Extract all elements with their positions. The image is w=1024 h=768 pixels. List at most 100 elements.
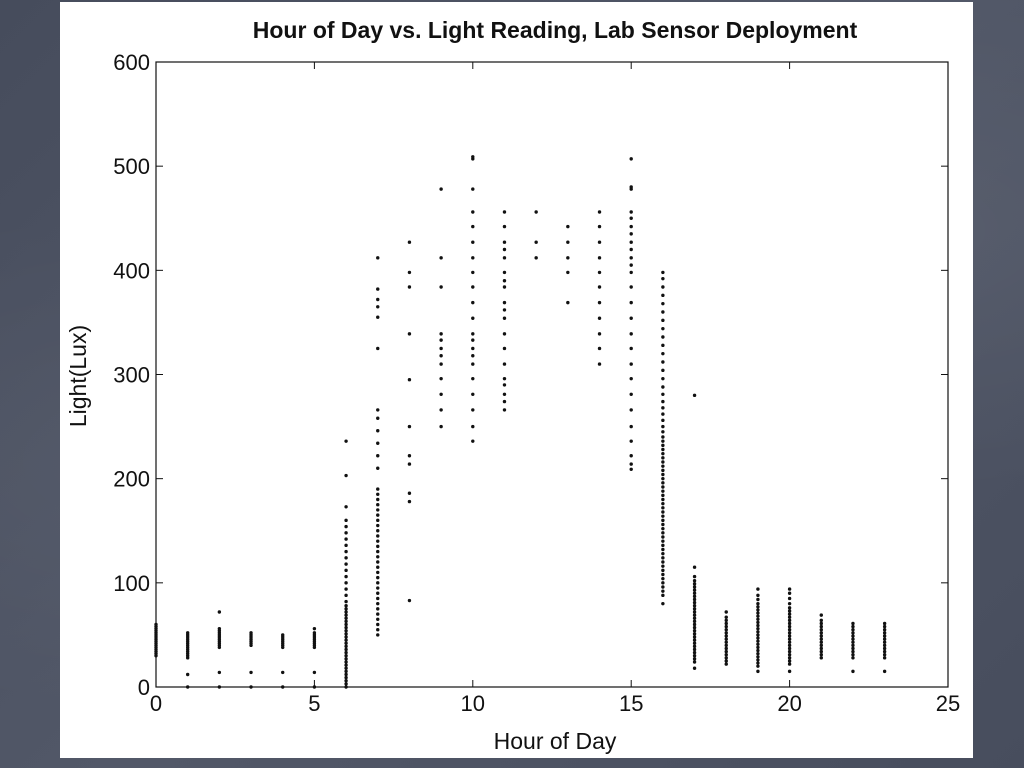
scatter-point [692, 657, 697, 661]
scatter-point [629, 346, 633, 351]
scatter-point [629, 270, 633, 275]
scatter-point [439, 392, 443, 396]
scatter-point [756, 601, 760, 606]
scatter-point [851, 628, 855, 632]
scatter-point [787, 618, 792, 623]
scatter-point [344, 672, 348, 677]
data-points [154, 155, 887, 689]
y-tick-label: 300 [113, 363, 150, 388]
scatter-point [661, 510, 665, 514]
scatter-point [661, 318, 665, 323]
scatter-point [344, 610, 348, 614]
scatter-point [661, 585, 665, 589]
scatter-point [376, 518, 380, 523]
scatter-point [534, 256, 538, 260]
scatter-point [661, 285, 665, 289]
scatter-point [502, 300, 507, 305]
scatter-point [502, 270, 507, 275]
scatter-point [756, 623, 760, 628]
scatter-point [344, 616, 348, 620]
x-tick-label: 10 [461, 691, 485, 716]
scatter-point [344, 543, 348, 548]
scatter-point [692, 574, 697, 579]
scatter-point [407, 462, 412, 466]
scatter-point [851, 643, 855, 648]
plot-area-frame [155, 61, 949, 688]
scatter-point [629, 392, 633, 396]
scatter-point [502, 346, 507, 351]
scatter-point [344, 562, 348, 566]
scatter-point [756, 645, 760, 650]
scatter-point [882, 628, 887, 632]
scatter-point [819, 613, 823, 617]
scatter-point [376, 256, 380, 260]
scatter-point [787, 615, 792, 619]
scatter-point [471, 338, 475, 342]
scatter-point [597, 270, 602, 275]
scatter-point [661, 535, 665, 539]
scatter-point [471, 155, 475, 159]
scatter-point [661, 276, 665, 281]
scatter-point [851, 637, 855, 641]
scatter-point [724, 653, 728, 657]
scatter-point [724, 649, 728, 654]
scatter-point [502, 308, 507, 312]
scatter-point [661, 593, 665, 598]
scatter-point [756, 642, 760, 646]
scatter-point [407, 285, 412, 289]
scatter-point [661, 522, 665, 527]
scatter-point [344, 679, 348, 683]
scatter-point [376, 523, 380, 528]
scatter-point [882, 669, 887, 674]
scatter-point [344, 632, 348, 636]
y-tick-label: 500 [113, 154, 150, 179]
scatter-point [566, 224, 570, 229]
scatter-point [344, 549, 348, 554]
scatter-point [407, 378, 412, 382]
scatter-point [692, 600, 697, 605]
scatter-point [661, 526, 665, 531]
scatter-point [756, 655, 760, 659]
scatter-point [692, 650, 697, 655]
scatter-point [502, 316, 507, 320]
scatter-point [376, 622, 380, 627]
scatter-point [756, 620, 760, 625]
scatter-point [661, 343, 665, 348]
y-tick-label: 0 [138, 675, 150, 700]
y-tick-label: 200 [113, 467, 150, 492]
scatter-point [534, 210, 538, 214]
scatter-point [787, 643, 792, 648]
scatter-point [787, 612, 792, 616]
x-tick-label: 25 [936, 691, 960, 716]
scatter-point [692, 632, 697, 636]
scatter-point [692, 597, 697, 602]
scatter-point [312, 670, 317, 675]
scatter-point [692, 647, 697, 652]
scatter-point [376, 628, 380, 632]
scatter-point [661, 556, 665, 560]
scatter-point [787, 601, 792, 606]
scatter-point [756, 669, 760, 674]
scatter-point [344, 638, 348, 642]
scatter-point [661, 551, 665, 556]
scatter-point [661, 456, 665, 460]
scatter-point [629, 256, 633, 260]
scatter-point [787, 646, 792, 651]
scatter-point [787, 656, 792, 660]
scatter-point [661, 351, 665, 356]
scatter-point [661, 472, 665, 477]
scatter-point [787, 591, 792, 595]
scatter-point [185, 685, 190, 689]
scatter-point [376, 586, 380, 590]
scatter-point [661, 514, 665, 518]
scatter-point [756, 661, 760, 665]
scatter-point [661, 424, 665, 429]
scatter-point [439, 376, 443, 381]
scatter-point [407, 598, 412, 603]
scatter-point [787, 587, 792, 591]
scatter-point [376, 513, 380, 517]
scatter-point [344, 439, 348, 443]
scatter-point [692, 622, 697, 627]
scatter-point [629, 285, 633, 289]
scatter-point [502, 408, 507, 412]
